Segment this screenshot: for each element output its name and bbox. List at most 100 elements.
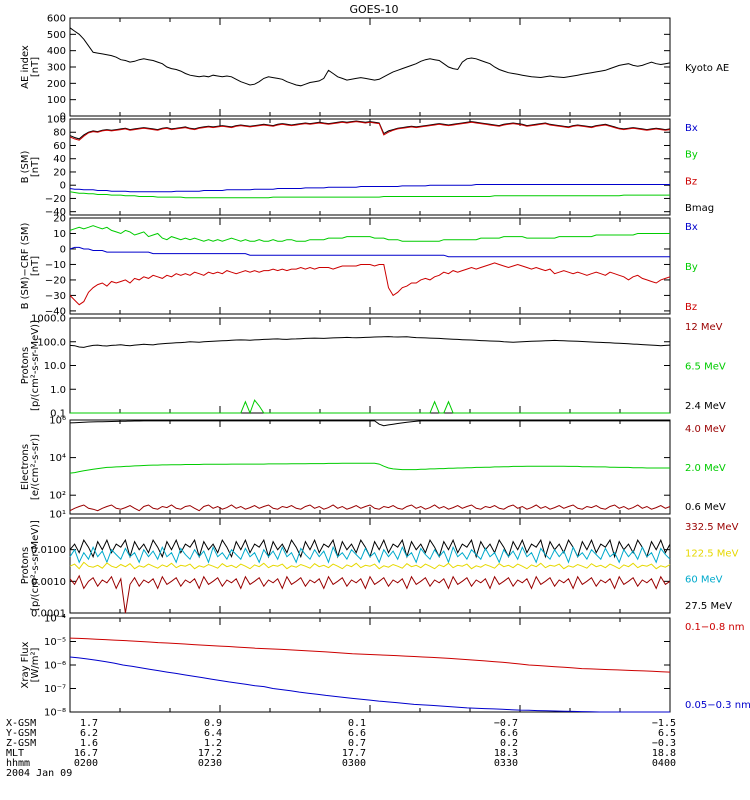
footer-value: 17.2 <box>198 748 222 759</box>
y-tick-label: 10 <box>53 229 66 240</box>
y-axis-label: B (SM) <box>20 150 31 183</box>
y-tick-label: 80 <box>53 128 66 139</box>
footer-value: 0.7 <box>348 738 366 749</box>
legend-entry: 0.6 MeV <box>685 502 726 513</box>
y-tick-label: −40 <box>45 306 66 317</box>
series-line-4-0-mev <box>69 504 671 512</box>
series-line-6-5-mev <box>70 399 670 415</box>
footer-value: −0.7 <box>494 718 518 729</box>
footer-value: 6.6 <box>348 728 366 739</box>
panel-frame <box>69 118 671 216</box>
y-tick-label: 300 <box>47 63 66 74</box>
series-line-0-1-0-8-nm <box>69 637 671 673</box>
legend-entry: Bmag <box>685 203 714 214</box>
y-tick-label: 200 <box>47 79 66 90</box>
panel-frame <box>69 217 671 315</box>
footer-value: 0300 <box>342 758 366 769</box>
footer-value: 0230 <box>198 758 222 769</box>
series-line-122-5-mev <box>69 561 671 570</box>
y-tick-label: 100.0 <box>37 337 66 348</box>
y-tick-label: −10 <box>45 260 66 271</box>
y-tick-label: 10⁻⁷ <box>44 684 66 695</box>
footer-value: 1.7 <box>80 718 98 729</box>
y-tick-label: 0 <box>60 244 66 255</box>
y-tick-label: 10⁶ <box>49 416 66 427</box>
legend-entry: 4.0 MeV <box>685 424 726 435</box>
legend-entry: 332.5 MeV <box>685 522 739 533</box>
y-tick-label: −30 <box>45 291 66 302</box>
series-line-332-5-mev <box>69 574 671 614</box>
panel-prot2: 0.0100 0.0010 0.0001 Protons [p/(cm²-s-sr-Me… <box>20 517 739 620</box>
panel-frame <box>69 17 671 117</box>
footer-value: 0.9 <box>204 718 222 729</box>
series-line-by <box>69 225 670 242</box>
y-tick-label: 1.0 <box>50 385 66 396</box>
footer-row-label: Y-GSM <box>6 728 36 739</box>
footer-row-label: X-GSM <box>6 718 36 729</box>
legend-entry: 0.1−0.8 nm <box>685 622 744 633</box>
panel-elec: 10⁶ 10⁴ 10² 10¹ Electrons [e/(cm²-s-sr)] 4.0 M… <box>20 416 726 521</box>
y-tick-label: 10⁻⁵ <box>44 637 66 648</box>
series-line-0-05-0-3-nm <box>69 656 670 713</box>
footer-value: 0400 <box>652 758 676 769</box>
panel-frame <box>69 317 671 414</box>
y-axis-label: AE index <box>20 45 31 89</box>
y-tick-label: −20 <box>45 194 66 205</box>
footer-row-label: Z-GSM <box>6 738 36 749</box>
legend-entry: 2.4 MeV <box>685 401 726 412</box>
y-tick-label: 0.0010 <box>31 577 66 588</box>
panel-frame <box>69 617 671 713</box>
footer-value: 17.7 <box>342 748 366 759</box>
legend-entry: By <box>685 150 698 161</box>
footer-value: 6.6 <box>500 728 518 739</box>
y-tick-label: 0 <box>60 112 66 123</box>
y-tick-label: 20 <box>53 167 66 178</box>
y-tick-label: 10.0 <box>44 361 66 372</box>
y-axis-label: [e/(cm²-s-sr)] <box>30 434 41 500</box>
y-axis-label: Protons <box>20 547 31 584</box>
legend-entry: 27.5 MeV <box>685 601 732 612</box>
footer-row-label: hhmm <box>6 758 30 769</box>
legend-entry: By <box>685 262 698 273</box>
series-line-bz <box>69 262 671 306</box>
series-line-bz <box>69 121 671 141</box>
y-tick-label: 600 <box>47 14 66 25</box>
y-tick-label: 10⁻⁸ <box>44 708 66 719</box>
y-tick-label: 10¹ <box>49 510 66 521</box>
y-tick-label: −40 <box>45 207 66 218</box>
y-tick-label: 10⁴ <box>49 453 66 464</box>
y-axis-label: Electrons <box>20 444 31 490</box>
series-line-kyoto-ae <box>69 27 671 87</box>
panel-xray: 10⁻⁴ 10⁻⁵ 10⁻⁶ 10⁻⁷ 10⁻⁸ Xray Flux [W/m²] 0.1−0… <box>20 614 750 719</box>
footer-value: 1.2 <box>204 738 222 749</box>
legend-entry: Bx <box>685 123 698 134</box>
footer-value: 18.8 <box>652 748 676 759</box>
footer-value: 0.2 <box>500 738 518 749</box>
y-axis-label: [nT] <box>30 256 41 276</box>
y-tick-label: −20 <box>45 275 66 286</box>
y-axis-label: [W/m²] <box>30 647 41 682</box>
y-axis-label: [p/(cm²-s-sr-MeV)] <box>30 320 41 411</box>
footer-value: 16.7 <box>74 748 98 759</box>
footer-value: 1.6 <box>80 738 98 749</box>
y-tick-label: 100 <box>47 95 66 106</box>
footer-value: 6.2 <box>80 728 98 739</box>
series-line-0-6-mev <box>69 420 670 427</box>
plot-title: GOES-10 <box>349 3 398 16</box>
legend-entry: Kyoto AE <box>685 63 729 74</box>
footer-value: 6.5 <box>658 728 676 739</box>
footer-value: 0200 <box>74 758 98 769</box>
footer-value: 6.4 <box>204 728 222 739</box>
footer-value: −0.3 <box>652 738 676 749</box>
panel-prot1: 1000.0 100.0 10.0 1.0 0.1 Protons [p/(cm²-s-sr… <box>20 314 726 420</box>
y-tick-label: 100 <box>47 115 66 126</box>
panel-bcrf: 20 10 0 −10 −20 −30 −40 B (SM)−CRF (SM) [nT] Bx By… <box>20 214 698 318</box>
y-tick-label: 60 <box>53 141 66 152</box>
footer-value: −1.5 <box>652 718 676 729</box>
footer-value: 18.3 <box>494 748 518 759</box>
footer-value: 0330 <box>494 758 518 769</box>
series-line-bx <box>69 184 670 193</box>
legend-entry: 122.5 MeV <box>685 548 739 559</box>
y-tick-label: 10⁻⁴ <box>44 614 66 625</box>
